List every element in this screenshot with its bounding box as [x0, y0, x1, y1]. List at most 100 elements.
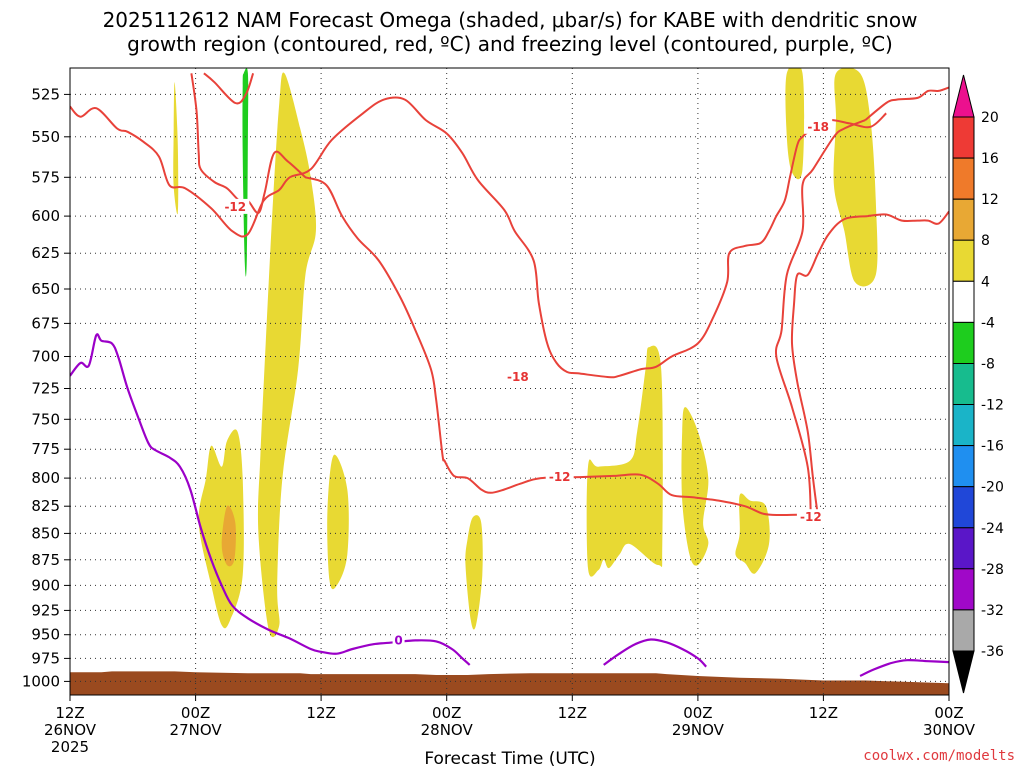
terrain-layer — [70, 671, 949, 695]
x-tick-label: 00Z — [934, 704, 963, 722]
contour-label: 0 — [394, 633, 402, 647]
contour-label-bg — [503, 369, 532, 385]
contour-label: -18 — [807, 120, 829, 134]
omega-4-8 — [198, 429, 244, 629]
omega-4-8 — [785, 68, 805, 180]
terrain-surface — [70, 671, 949, 695]
colorbar-label: -24 — [981, 521, 1004, 537]
colorbar-bin — [952, 609, 975, 652]
colorbar-label: -8 — [981, 357, 995, 373]
y-tick-label: 725 — [31, 380, 60, 398]
plot-frame — [69, 67, 950, 696]
y-tick-label: 525 — [31, 85, 60, 103]
colorbar-bin — [952, 280, 975, 323]
y-tick-label: 650 — [31, 280, 60, 298]
colorbar-bin — [952, 198, 975, 241]
y-tick-label: 975 — [31, 649, 60, 667]
colorbar-label: -12 — [981, 398, 1004, 414]
chart-title-line-1: 2025112612 NAM Forecast Omega (shaded, μ… — [103, 8, 918, 32]
colorbar-bin — [952, 363, 975, 406]
colorbar-bottom-arrow — [952, 650, 975, 694]
omega-4-8 — [586, 345, 663, 577]
x-tick-label: 29NOV — [672, 721, 725, 739]
colorbar-label: 8 — [981, 233, 990, 249]
y-tick-label: 875 — [31, 551, 60, 569]
omega-neg-4-8 — [242, 68, 249, 277]
colorbar-label: 12 — [981, 192, 999, 208]
omega-8-12 — [221, 505, 236, 567]
x-tick-label: 00Z — [432, 704, 461, 722]
dgz-minus12-lower — [790, 215, 868, 519]
contour-label-bg — [796, 509, 825, 525]
contour-label-bg — [221, 198, 250, 214]
y-tick-label: 925 — [31, 601, 60, 619]
dgz-minus18-cross — [203, 72, 255, 105]
x-tick-label: 12Z — [558, 704, 587, 722]
y-tick-label: 675 — [31, 314, 60, 332]
x-tick-label: 30NOV — [923, 721, 976, 739]
colorbar-bin — [952, 568, 975, 611]
x-tick-label: 26NOV — [44, 721, 97, 739]
dgz-minus12-lowright — [867, 210, 949, 225]
colorbar-legend: 20 16 12 8 4 -4 -8 -12 -16 -20 -24 -28 -32 -36 — [952, 74, 1004, 694]
credit-text: coolwx.com/modelts — [863, 748, 1015, 764]
omega-4-8 — [465, 515, 483, 630]
contour-lines — [70, 72, 949, 677]
colorbar-label: 20 — [981, 110, 999, 126]
dgz-minus12-top — [864, 86, 949, 121]
y-tick-label: 850 — [31, 524, 60, 542]
contour-label: -18 — [507, 370, 529, 384]
contour-label: -12 — [549, 470, 571, 484]
colorbar-bin — [952, 321, 975, 364]
y-tick-label: 700 — [31, 348, 60, 366]
contour-labels: -12 -18 -12 -12 -18 0 — [221, 118, 833, 648]
contour-label-bg — [545, 469, 574, 484]
colorbar-label: -36 — [981, 644, 1004, 660]
x-tick-label: 27NOV — [170, 721, 223, 739]
x-tick-label: 12Z — [809, 704, 838, 722]
freezing-level-0c — [859, 659, 949, 677]
y-tick-label: 550 — [31, 128, 60, 146]
omega-shading — [173, 68, 878, 638]
y-tick-label: 900 — [31, 576, 60, 594]
dgz-minus18-path — [70, 96, 887, 379]
y-tick-label: 600 — [31, 207, 60, 225]
contour-label: -12 — [800, 510, 822, 524]
y-tick-label: 950 — [31, 626, 60, 644]
y-tick-label: 800 — [31, 469, 60, 487]
colorbar-bin — [952, 157, 975, 200]
y-tick-label: 575 — [31, 168, 60, 186]
omega-4-8 — [327, 454, 349, 590]
colorbar-label: -20 — [981, 480, 1004, 496]
omega-4-8 — [257, 72, 317, 638]
colorbar-bin — [952, 527, 975, 570]
colorbar-label: -28 — [981, 562, 1004, 578]
colorbar-label: -32 — [981, 603, 1004, 619]
y-tick-label: 825 — [31, 497, 60, 515]
colorbar-bin — [952, 239, 975, 282]
colorbar-bin — [952, 486, 975, 529]
y-axis: 525 550 575 600 625 650 675 700 725 750 775 800 825 8… — [22, 85, 70, 690]
colorbar-bin — [952, 404, 975, 447]
x-axis-label: Forecast Time (UTC) — [424, 749, 595, 768]
x-tick-label: 28NOV — [421, 721, 474, 739]
y-tick-label: 1000 — [22, 672, 60, 690]
contour-label: -12 — [224, 200, 246, 214]
chart-title-line-2: growth region (contoured, red, ºC) and f… — [127, 32, 893, 56]
colorbar-label: -16 — [981, 439, 1004, 455]
colorbar-bin — [952, 445, 975, 488]
contour-label-bg — [804, 118, 833, 134]
y-tick-label: 625 — [31, 244, 60, 262]
omega-4-8 — [173, 82, 179, 215]
x-tick-label: 00Z — [683, 704, 712, 722]
dgz-minus12-right — [774, 119, 866, 519]
y-tick-label: 775 — [31, 440, 60, 458]
colorbar-label: 4 — [981, 274, 990, 290]
contour-label-bg — [392, 632, 405, 648]
colorbar-label: 16 — [981, 151, 999, 167]
x-tick-label: 2025 — [51, 738, 89, 756]
colorbar-top-arrow — [952, 74, 975, 118]
x-tick-label: 12Z — [55, 704, 84, 722]
